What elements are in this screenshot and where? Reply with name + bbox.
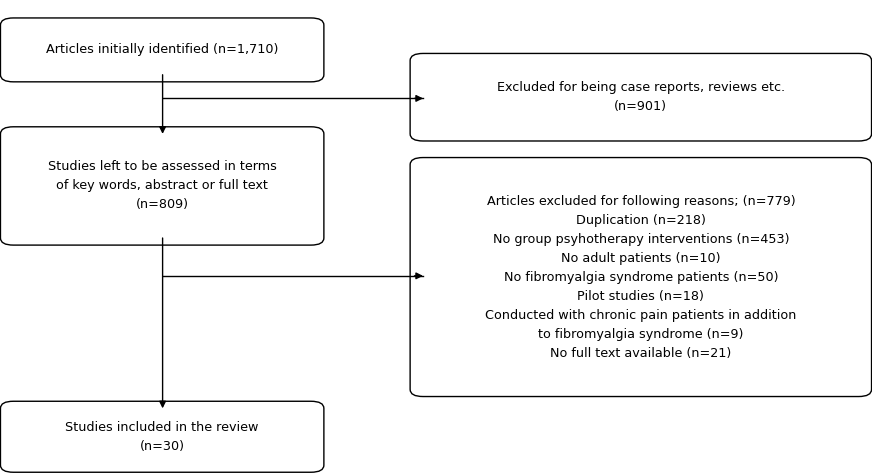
Text: Articles excluded for following reasons; (n=779)
Duplication (n=218)
No group ps: Articles excluded for following reasons;… [485, 195, 796, 359]
Text: Studies left to be assessed in terms
of key words, abstract or full text
(n=809): Studies left to be assessed in terms of … [48, 160, 276, 211]
FancyBboxPatch shape [1, 18, 324, 82]
FancyBboxPatch shape [410, 158, 871, 397]
FancyBboxPatch shape [1, 401, 324, 472]
Text: Excluded for being case reports, reviews etc.
(n=901): Excluded for being case reports, reviews… [497, 81, 785, 113]
Text: Articles initially identified (n=1,710): Articles initially identified (n=1,710) [46, 43, 278, 56]
Text: Studies included in the review
(n=30): Studies included in the review (n=30) [65, 421, 259, 453]
FancyBboxPatch shape [1, 127, 324, 245]
FancyBboxPatch shape [410, 53, 871, 141]
